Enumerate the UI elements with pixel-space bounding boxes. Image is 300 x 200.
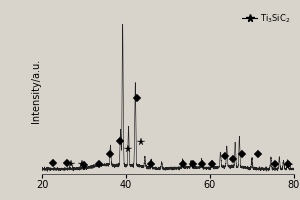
Legend: Ti$_3$SiC$_2$: Ti$_3$SiC$_2$ bbox=[240, 11, 292, 26]
Y-axis label: Intensity/a.u.: Intensity/a.u. bbox=[31, 59, 40, 123]
